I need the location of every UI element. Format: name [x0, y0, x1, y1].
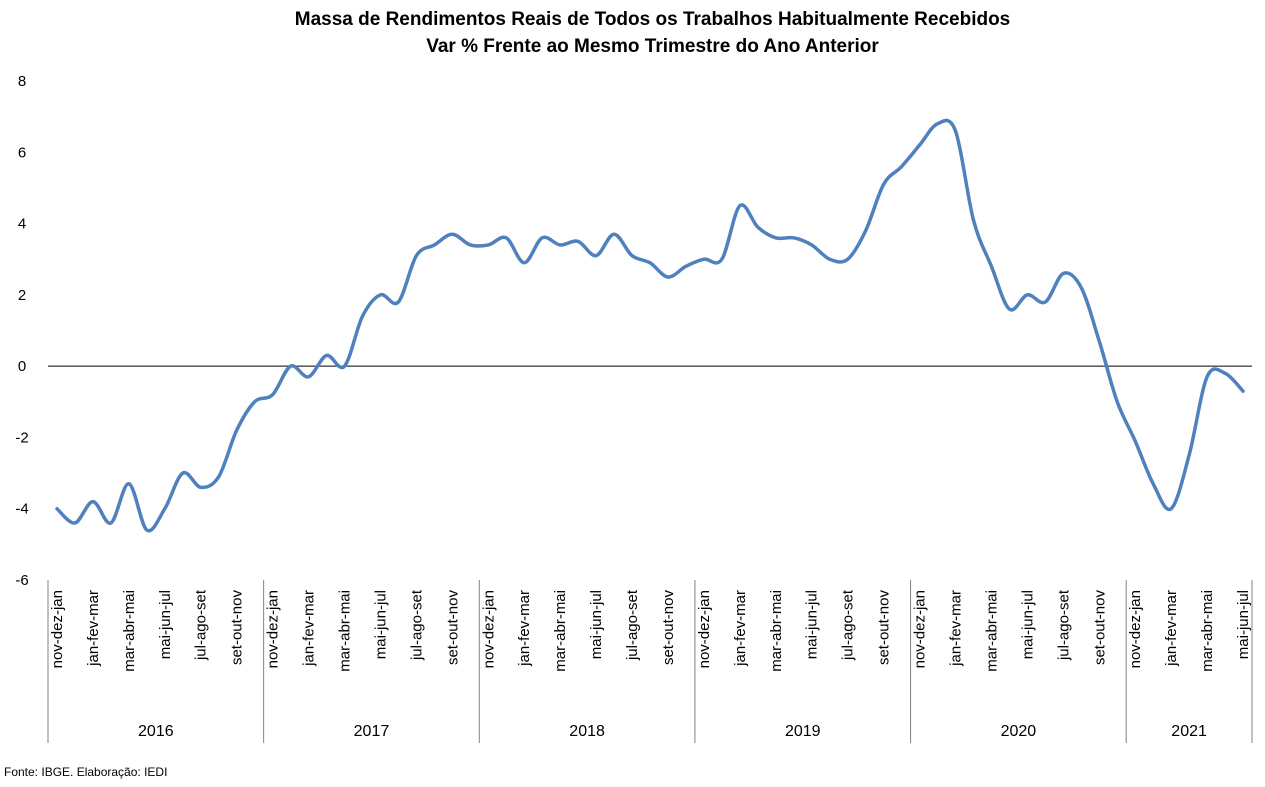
x-tick-label: set-out-nov: [876, 590, 893, 666]
x-tick-label: jul-ago-set: [624, 589, 641, 661]
x-tick-label: nov-dez-jan: [480, 590, 497, 668]
x-tick-label: mar-abr-mai: [983, 590, 1000, 672]
y-tick-label: 0: [18, 358, 26, 375]
x-tick-label: nov-dez-jan: [265, 590, 282, 668]
x-tick-label: mai-jun-jul: [588, 590, 605, 659]
x-tick-label: nov-dez-jan: [912, 590, 929, 668]
x-tick-label: set-out-nov: [229, 590, 246, 666]
year-label: 2017: [354, 723, 390, 740]
x-tick-label: mai-jun-jul: [1019, 590, 1036, 659]
x-tick-label: jan-fev-mar: [1163, 590, 1180, 667]
chart-title: Massa de Rendimentos Reais de Todos os T…: [0, 6, 1265, 60]
x-tick-label: jul-ago-set: [1055, 589, 1072, 661]
x-tick-label: set-out-nov: [1091, 590, 1108, 666]
x-tick-label: jul-ago-set: [408, 589, 425, 661]
year-label: 2016: [138, 723, 174, 740]
y-tick-label: 6: [18, 144, 26, 161]
x-tick-label: nov-dez-jan: [49, 590, 66, 668]
source-note: Fonte: IBGE. Elaboração: IEDI: [4, 765, 168, 779]
x-tick-label: mai-jun-jul: [1235, 590, 1252, 659]
series-line: [55, 118, 1245, 533]
chart-title-line: Massa de Rendimentos Reais de Todos os T…: [294, 9, 1011, 30]
y-tick-label: 8: [18, 73, 26, 90]
y-tick-label: -4: [15, 501, 28, 518]
x-tick-label: mar-abr-mai: [121, 590, 138, 672]
x-tick-label: mai-jun-jul: [804, 590, 821, 659]
x-tick-label: jul-ago-set: [840, 589, 857, 661]
x-tick-label: mar-abr-mai: [552, 590, 569, 672]
year-label: 2018: [569, 723, 605, 740]
x-tick-label: jan-fev-mar: [85, 590, 102, 667]
y-tick-label: 4: [18, 216, 26, 233]
x-tick-label: jan-fev-mar: [516, 590, 533, 667]
x-tick-label: jan-fev-mar: [947, 590, 964, 667]
y-tick-label: 2: [18, 287, 26, 304]
year-label: 2020: [1001, 723, 1037, 740]
x-tick-label: mai-jun-jul: [157, 590, 174, 659]
x-tick-label: set-out-nov: [660, 590, 677, 666]
x-tick-label: nov-dez-jan: [1127, 590, 1144, 668]
x-tick-label: jan-fev-mar: [732, 590, 749, 667]
x-tick-label: mar-abr-mai: [1199, 590, 1216, 672]
x-axis: nov-dez-jan jan-fev-mar mar-abr-mai mai-jun…: [47, 580, 1253, 743]
x-tick-label: jan-fev-mar: [301, 590, 318, 667]
x-tick-label: jul-ago-set: [193, 589, 210, 661]
x-tick-label: mar-abr-mai: [768, 590, 785, 672]
year-label: 2021: [1171, 723, 1207, 740]
x-tick-label: mar-abr-mai: [337, 590, 354, 672]
year-label: 2019: [785, 723, 821, 740]
y-tick-label: -2: [15, 429, 28, 446]
x-tick-label: mai-jun-jul: [372, 590, 389, 659]
chart-subtitle-line: Var % Frente ao Mesmo Trimestre do Ano A…: [426, 36, 879, 57]
y-axis-ticks: -6 -4 -2 0 2 4 6 8: [15, 73, 28, 589]
y-tick-label: -6: [15, 572, 28, 589]
x-tick-label: set-out-nov: [444, 590, 461, 666]
x-tick-label: nov-dez-jan: [696, 590, 713, 668]
